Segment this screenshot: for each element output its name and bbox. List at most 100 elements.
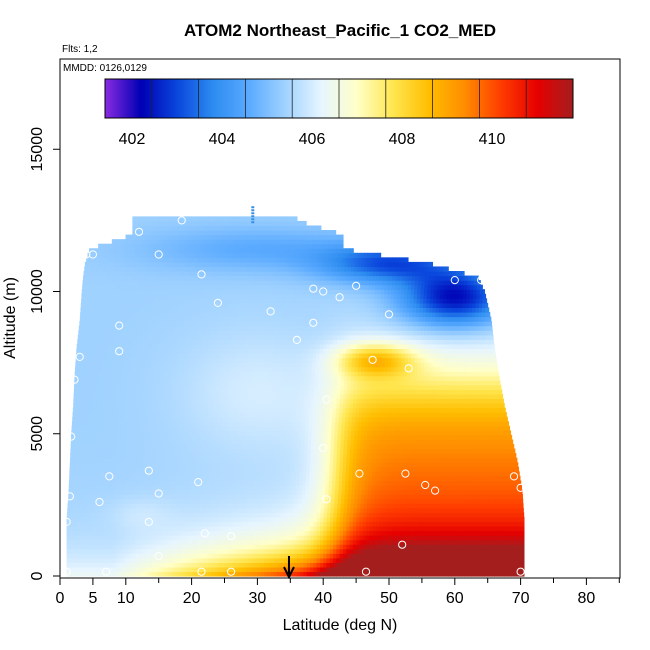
curtain-cell <box>236 416 241 422</box>
curtain-cell <box>90 434 95 441</box>
curtain-cell <box>343 512 348 518</box>
curtain-cell <box>365 566 370 573</box>
curtain-cell <box>327 448 331 454</box>
curtain-cell <box>329 553 334 559</box>
curtain-cell <box>370 503 375 509</box>
curtain-cell <box>99 553 104 559</box>
curtain-cell <box>106 530 110 536</box>
curtain-cell <box>270 466 275 472</box>
curtain-cell <box>160 425 165 431</box>
curtain-cell <box>477 566 482 573</box>
curtain-cell <box>386 498 391 504</box>
curtain-cell <box>375 571 380 577</box>
curtain-cell <box>166 425 171 431</box>
curtain-cell <box>153 439 157 445</box>
curtain-cell <box>273 462 278 468</box>
curtain-cell <box>86 557 91 563</box>
curtain-cell <box>481 530 486 536</box>
curtain-cell <box>356 443 361 450</box>
curtain-cell <box>504 512 509 518</box>
curtain-cell <box>496 489 501 495</box>
curtain-cell <box>409 439 414 445</box>
curtain-cell <box>505 434 510 441</box>
curtain-cell <box>205 443 210 450</box>
curtain-cell <box>224 553 229 559</box>
curtain-cell <box>338 480 343 486</box>
curtain-cell <box>464 471 469 477</box>
curtain-cell <box>148 544 153 550</box>
curtain-cell <box>185 544 189 550</box>
curtain-cell <box>467 548 472 554</box>
curtain-cell <box>192 443 197 450</box>
curtain-cell <box>355 475 360 482</box>
curtain-cell <box>340 434 345 441</box>
curtain-cell <box>149 512 154 518</box>
curtain-cell <box>254 462 258 468</box>
curtain-cell <box>92 571 97 577</box>
curtain-cell <box>221 535 226 541</box>
curtain-cell <box>359 571 364 577</box>
curtain-cell <box>507 544 512 550</box>
curtain-cell <box>273 466 278 472</box>
curtain-cell <box>269 421 274 427</box>
curtain-cell <box>138 571 143 577</box>
curtain-cell <box>171 412 176 418</box>
curtain-cell <box>389 453 394 459</box>
curtain-cell <box>431 566 436 573</box>
curtain-cell <box>248 430 253 436</box>
curtain-cell <box>464 553 469 559</box>
curtain-cell <box>474 471 478 477</box>
curtain-cell <box>329 535 334 541</box>
curtain-cell <box>303 516 308 522</box>
curtain-cell <box>290 535 295 541</box>
curtain-cell <box>339 566 344 573</box>
curtain-cell <box>381 475 386 482</box>
curtain-cell <box>412 562 416 568</box>
curtain-cell <box>425 548 430 554</box>
curtain-cell <box>76 512 81 518</box>
curtain-cell <box>161 407 166 413</box>
curtain-cell <box>185 525 189 532</box>
curtain-cell <box>271 439 276 445</box>
curtain-cell <box>91 416 96 422</box>
curtain-cell <box>298 494 303 500</box>
curtain-cell <box>438 566 443 573</box>
curtain-cell <box>171 475 176 482</box>
curtain-cell <box>138 535 143 541</box>
curtain-cell <box>473 416 478 422</box>
curtain-cell <box>250 457 255 463</box>
curtain-cell <box>408 544 413 550</box>
curtain-cell <box>412 443 417 450</box>
curtain-cell <box>102 462 107 468</box>
curtain-cell <box>198 516 203 522</box>
curtain-cell <box>142 516 147 522</box>
curtain-cell <box>267 453 272 459</box>
curtain-cell <box>498 443 503 450</box>
curtain-cell <box>507 557 512 563</box>
curtain-cell <box>98 471 103 477</box>
curtain-cell <box>404 480 409 486</box>
curtain-cell <box>178 521 183 527</box>
curtain-cell <box>375 466 380 472</box>
curtain-cell <box>415 539 420 545</box>
curtain-cell <box>481 521 486 527</box>
curtain-cell <box>336 525 341 532</box>
curtain-cell <box>273 525 278 532</box>
curtain-cell <box>401 416 406 422</box>
curtain-cell <box>467 535 472 541</box>
curtain-cell <box>237 471 242 477</box>
curtain-cell <box>142 512 147 518</box>
curtain-cell <box>174 466 179 472</box>
curtain-cell <box>263 530 268 536</box>
curtain-cell <box>392 521 397 527</box>
curtain-cell <box>225 430 230 436</box>
curtain-cell <box>416 494 421 500</box>
curtain-cell <box>312 484 317 491</box>
curtain-cell <box>217 475 222 482</box>
curtain-cell <box>472 439 477 445</box>
curtain-cell <box>421 412 426 418</box>
curtain-cell <box>89 557 94 563</box>
curtain-cell <box>253 471 258 477</box>
curtain-cell <box>207 462 212 468</box>
curtain-cell <box>158 530 163 536</box>
